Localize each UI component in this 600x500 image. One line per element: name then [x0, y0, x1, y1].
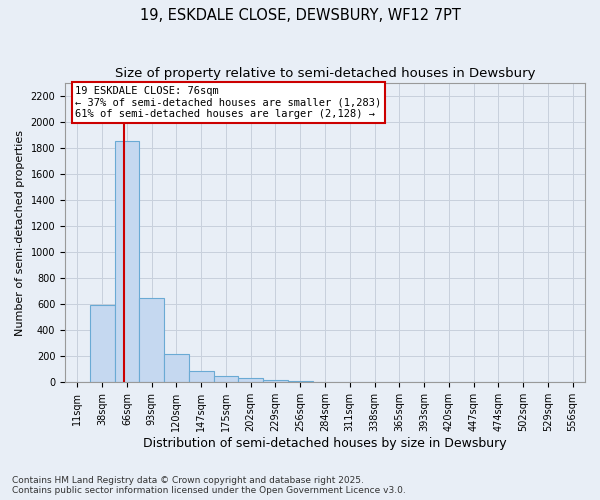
Bar: [189, 370, 214, 382]
Bar: [90, 305, 115, 382]
Bar: [288, 381, 313, 382]
Title: Size of property relative to semi-detached houses in Dewsbury: Size of property relative to semi-detach…: [115, 68, 535, 80]
X-axis label: Distribution of semi-detached houses by size in Dewsbury: Distribution of semi-detached houses by …: [143, 437, 507, 450]
Y-axis label: Number of semi-detached properties: Number of semi-detached properties: [15, 130, 25, 336]
Text: Contains HM Land Registry data © Crown copyright and database right 2025.
Contai: Contains HM Land Registry data © Crown c…: [12, 476, 406, 495]
Bar: [263, 380, 288, 382]
Text: 19 ESKDALE CLOSE: 76sqm
← 37% of semi-detached houses are smaller (1,283)
61% of: 19 ESKDALE CLOSE: 76sqm ← 37% of semi-de…: [76, 86, 382, 119]
Bar: [139, 298, 164, 382]
Bar: [214, 376, 238, 382]
Bar: [238, 378, 263, 382]
Bar: [115, 141, 139, 382]
Text: 19, ESKDALE CLOSE, DEWSBURY, WF12 7PT: 19, ESKDALE CLOSE, DEWSBURY, WF12 7PT: [140, 8, 460, 22]
Bar: [164, 354, 189, 382]
